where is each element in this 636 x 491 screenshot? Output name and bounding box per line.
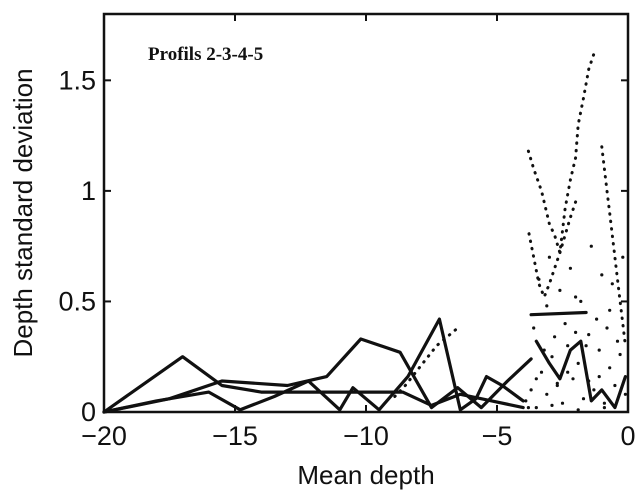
scatter-point (610, 282, 614, 286)
scatter-point (537, 277, 541, 281)
x-tick-label: −20 (81, 421, 127, 451)
scatter-point (608, 366, 612, 370)
scatter-point (550, 403, 554, 407)
series-line-9 (600, 145, 627, 348)
scatter-point (539, 370, 544, 374)
scatter-point (595, 317, 599, 321)
scatter-point (608, 308, 612, 312)
scatter-point (574, 330, 578, 334)
scatter-point (555, 381, 559, 385)
scatter-point (597, 375, 601, 379)
scatter-point (618, 352, 622, 357)
scatter-point (529, 388, 533, 392)
series-line-6 (393, 326, 460, 398)
series-line-3 (102, 317, 525, 414)
y-tick-label: 1.5 (58, 65, 96, 95)
scatter-point (571, 377, 575, 381)
x-tick-label: −10 (343, 421, 389, 451)
scatter-point (545, 392, 549, 396)
scatter-point (545, 304, 549, 308)
scatter-point (542, 348, 546, 352)
scatter-point (566, 370, 570, 374)
scatter-point (547, 255, 552, 259)
y-tick-label: 0 (81, 397, 96, 427)
series-line-4 (529, 310, 588, 317)
scatter-point (555, 383, 559, 388)
y-axis-label: Depth standard deviation (8, 68, 38, 357)
scatter-point (558, 288, 562, 292)
scatter-point (615, 339, 620, 343)
scatter-point (550, 355, 554, 359)
series-line-5 (534, 339, 628, 410)
y-tick-label: 1 (81, 176, 96, 206)
x-tick-label: 0 (620, 421, 635, 451)
scatter-point (553, 335, 557, 339)
scatter-point (623, 392, 628, 396)
scatter-point (605, 326, 609, 330)
x-axis-label: Mean depth (297, 460, 434, 490)
scatter-point (524, 399, 528, 403)
scatter-point (526, 406, 531, 410)
scatter-point (576, 361, 580, 365)
scatter-point (534, 406, 538, 410)
scatter-point (587, 333, 591, 337)
scatter-point (532, 326, 536, 330)
scatter-point (589, 244, 593, 248)
series-line-2 (102, 337, 533, 414)
chart-title: Profils 2-3-4-5 (148, 44, 263, 65)
x-tick-label: −15 (212, 421, 258, 451)
plot-frame (102, 12, 630, 414)
scatter-point (600, 273, 604, 277)
scatter-point (584, 344, 588, 348)
scatter-point (534, 377, 538, 381)
scatter-point (576, 408, 580, 412)
tick-group: −20 −15 −10 −5 0 0 0.5 1 1.5 (58, 14, 636, 451)
series-line-8 (526, 200, 578, 299)
scatter-point (581, 397, 586, 401)
y-tick-label: 0.5 (58, 286, 96, 316)
scatter-point (568, 266, 573, 270)
scatter-point (602, 406, 607, 410)
scatter-point (563, 322, 567, 326)
scatter-point (621, 255, 625, 259)
scatter-point (602, 401, 607, 405)
scatter-point (579, 299, 583, 303)
scatter-point (613, 383, 617, 388)
series-line-7 (526, 52, 596, 255)
scatter-point (597, 348, 601, 352)
scatter-point (592, 388, 596, 392)
scatter-point (574, 295, 578, 299)
scatter-point (587, 379, 591, 383)
series-group (102, 52, 628, 414)
scatter-point (566, 344, 570, 348)
x-tick-label: −5 (482, 421, 513, 451)
scatter-point (560, 401, 565, 405)
